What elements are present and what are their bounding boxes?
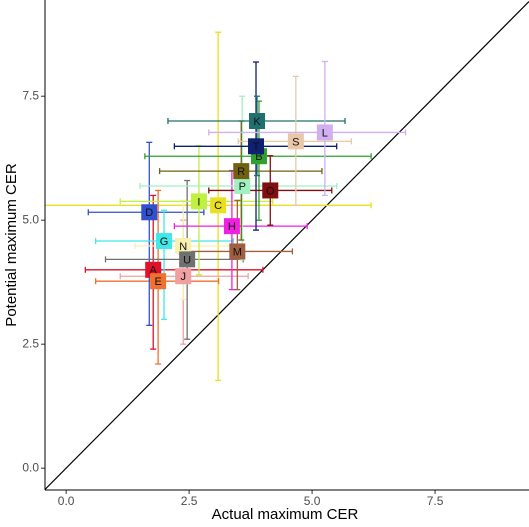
point: [262, 182, 279, 199]
x-tick-label: 7.5: [427, 494, 444, 508]
point-label: H: [228, 221, 236, 233]
x-tick-label: 5.0: [304, 494, 321, 508]
reference-line: [45, 1, 529, 490]
point: [223, 218, 240, 235]
y-tick-label: 2.5: [22, 336, 39, 350]
point-label: I: [197, 196, 200, 208]
point: [229, 243, 246, 260]
y-tick-label: 5.0: [22, 212, 39, 226]
point-label: O: [266, 185, 275, 197]
point-label: D: [145, 207, 153, 219]
point: [150, 273, 167, 290]
point: [210, 197, 227, 214]
y-tick-label: 7.5: [22, 88, 39, 102]
point-label: G: [160, 236, 169, 248]
point: [141, 204, 158, 221]
point-label: L: [322, 127, 328, 139]
point-label: U: [183, 254, 191, 266]
x-tick-label: 0.0: [58, 494, 75, 508]
x-axis-label: Actual maximum CER: [212, 506, 359, 523]
point: [175, 268, 192, 285]
point: [234, 177, 251, 194]
point: [248, 113, 265, 130]
point-label: J: [180, 271, 186, 283]
point: [233, 163, 250, 180]
point-label: N: [179, 241, 187, 253]
point: [175, 237, 192, 254]
point: [179, 251, 196, 268]
point: [156, 233, 173, 250]
y-tick-label: 0.0: [22, 460, 39, 474]
point: [190, 193, 207, 210]
point-label: R: [237, 166, 245, 178]
point-label: S: [292, 136, 299, 148]
y-axis-label: Potential maximum CER: [3, 163, 20, 327]
point: [316, 124, 333, 141]
point: [248, 138, 265, 155]
point: [287, 133, 304, 150]
point-label: K: [253, 116, 261, 128]
point-label: A: [150, 265, 158, 277]
point-label: C: [214, 200, 222, 212]
point-label: B: [255, 151, 262, 163]
point-label: T: [253, 141, 260, 153]
point-label: M: [233, 246, 242, 258]
point-label: P: [239, 181, 246, 193]
point-label: E: [154, 276, 161, 288]
x-tick-label: 2.5: [181, 494, 198, 508]
